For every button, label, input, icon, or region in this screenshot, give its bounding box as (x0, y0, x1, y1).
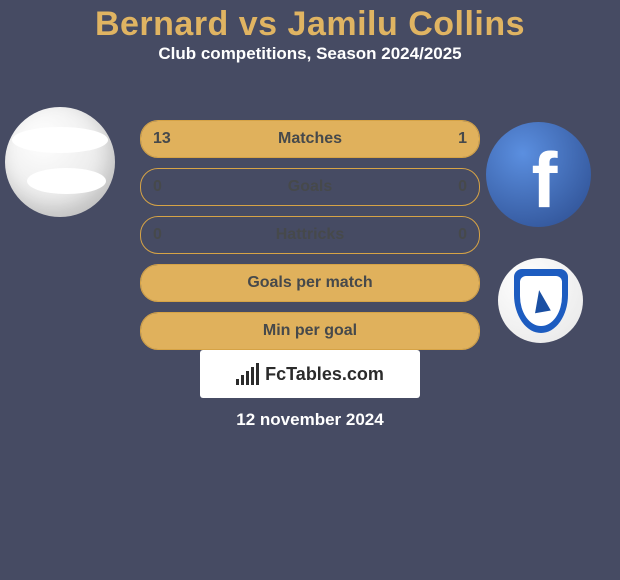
branding-barchart-icon (236, 363, 259, 385)
stat-row: Matches13 1 (140, 120, 480, 158)
branding-bar (251, 367, 254, 385)
club-badge-right (498, 258, 583, 343)
stat-row: Goals per match (140, 264, 480, 302)
stat-value-left: 0 (153, 169, 162, 205)
stat-value-right: 0 (458, 217, 467, 253)
player-left-avatar (5, 107, 115, 217)
stat-label: Goals per match (141, 265, 479, 301)
branding-bar (241, 375, 244, 385)
date-label: 12 november 2024 (0, 410, 620, 430)
bird-icon (531, 288, 551, 312)
stat-label: Matches (141, 121, 479, 157)
branding-bar (256, 363, 259, 385)
stat-value-right: 0 (458, 169, 467, 205)
stat-label: Hattricks (141, 217, 479, 253)
branding-box: FcTables.com (200, 350, 420, 398)
avatar-placeholder-shape (27, 168, 106, 194)
branding-bar (246, 371, 249, 385)
page-subtitle: Club competitions, Season 2024/2025 (0, 44, 620, 64)
stat-value-left: 0 (153, 217, 162, 253)
stat-row: Hattricks0 0 (140, 216, 480, 254)
facebook-icon[interactable]: f (486, 122, 591, 227)
stat-row: Goals0 0 (140, 168, 480, 206)
stat-label: Goals (141, 169, 479, 205)
page-title: Bernard vs Jamilu Collins (0, 0, 620, 44)
stat-row: Min per goal (140, 312, 480, 350)
stat-value-left: 13 (153, 121, 171, 157)
branding-bar (236, 379, 239, 385)
avatar-placeholder-shape (12, 127, 109, 153)
stat-value-right: 1 (458, 121, 467, 157)
club-shield-inner (520, 276, 562, 326)
branding-text: FcTables.com (265, 364, 384, 385)
club-shield (514, 269, 568, 333)
stat-label: Min per goal (141, 313, 479, 349)
stat-rows: Matches131Goals00Hattricks00Goals per ma… (140, 120, 480, 360)
